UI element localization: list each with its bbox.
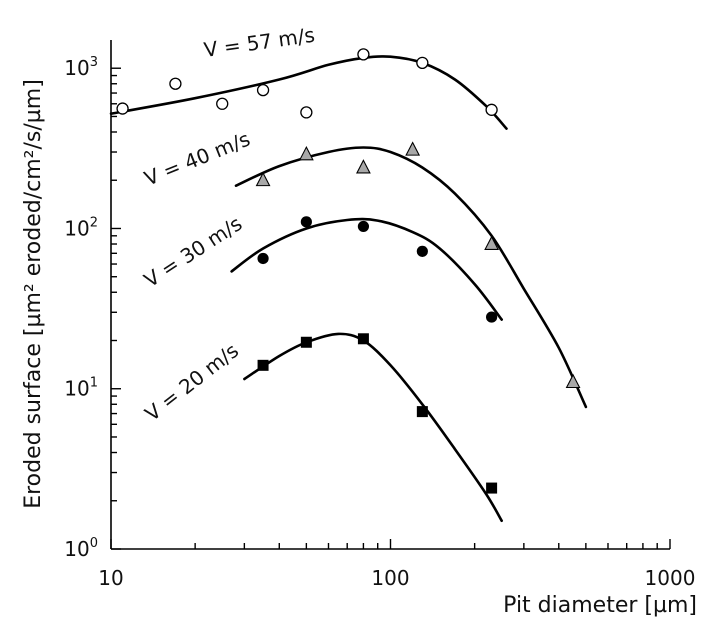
marker-triangle (565, 373, 581, 389)
marker-triangle (484, 235, 500, 250)
marker-open-circle (485, 103, 498, 116)
series-labels: V = 57 m/s V = 40 m/s V = 30 m/s V = 20 m/s (140, 23, 317, 426)
series-label: V = 40 m/s (141, 127, 253, 191)
marker-filled-circle (357, 220, 370, 233)
marker-open-circle (256, 83, 270, 97)
y-tick-label: 101 (64, 376, 98, 401)
marker-open-circle (216, 97, 229, 110)
marker-filled-square (357, 333, 369, 345)
marker-open-circle (116, 102, 129, 115)
x-tick-label: 10 (98, 566, 123, 590)
marker-triangle (405, 141, 421, 156)
marker-triangle (356, 159, 371, 174)
marker-triangle (255, 171, 271, 187)
fit-curve (243, 332, 503, 523)
marker-triangle (298, 145, 314, 161)
marker-open-circle (300, 106, 313, 119)
y-tick-label: 100 (64, 536, 98, 561)
y-tick-label: 102 (64, 215, 98, 240)
marker-filled-circle (257, 252, 269, 265)
marker-open-circle (357, 48, 370, 61)
marker-filled-square (257, 359, 269, 371)
series-label: V = 57 m/s (202, 23, 316, 62)
x-tick-label: 100 (371, 566, 409, 590)
marker-filled-square (300, 336, 312, 348)
series-label: V = 20 m/s (140, 338, 243, 426)
fit-curves (109, 55, 588, 523)
x-tick-label: 1000 (645, 566, 696, 590)
marker-filled-square (486, 482, 498, 494)
fit-curve (109, 55, 508, 130)
axes (110, 40, 670, 550)
marker-filled-square (416, 406, 428, 418)
marker-filled-circle (416, 245, 428, 257)
fit-curve (234, 146, 588, 409)
series-label: V = 30 m/s (140, 211, 247, 292)
marker-filled-circle (300, 216, 312, 228)
marker-open-circle (416, 56, 429, 70)
fit-curve (230, 217, 503, 321)
marker-open-circle (169, 77, 182, 90)
y-tick-label: 103 (64, 55, 98, 80)
y-axis-title: Eroded surface [µm² eroded/cm²/s/µm] (21, 79, 46, 509)
marker-filled-circle (486, 311, 498, 323)
ticks (110, 67, 671, 550)
x-axis-title: Pit diameter [µm] (503, 593, 697, 618)
data-markers (116, 48, 581, 494)
